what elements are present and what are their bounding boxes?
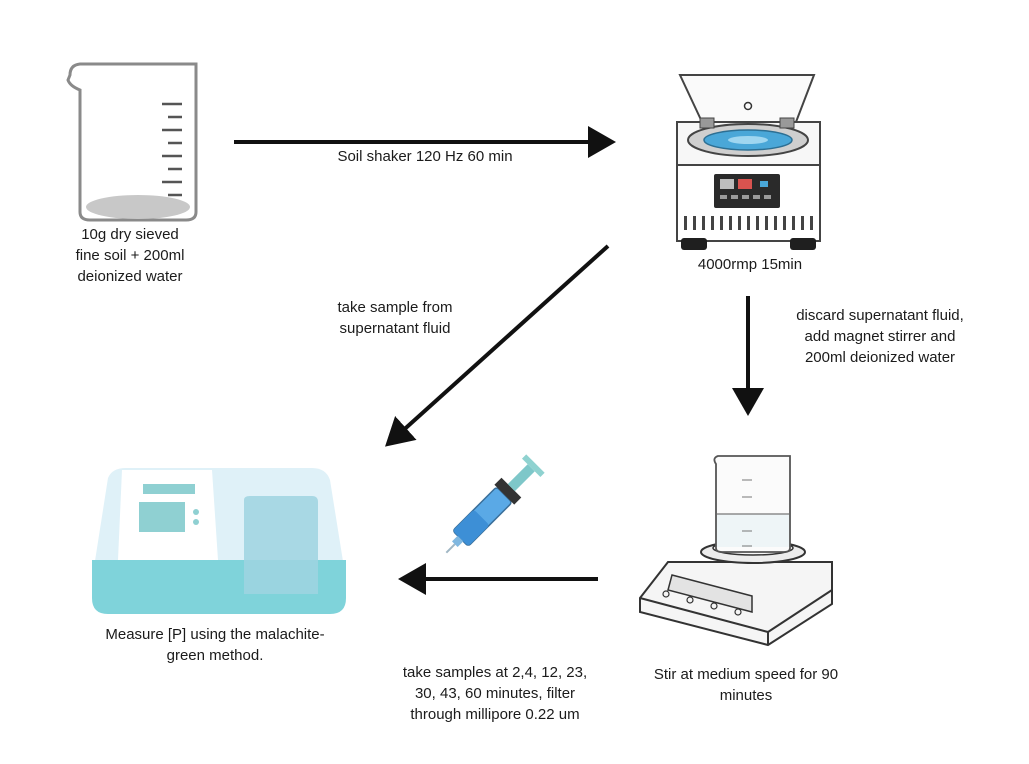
measure-step-label: Measure [P] using the malachite- green m… bbox=[105, 626, 325, 664]
beaker-step-label: 10g dry sieved fine soil + 200ml deioniz… bbox=[75, 226, 185, 285]
timed-samples-label: take samples at 2,4, 12, 23, 30, 43, 60 … bbox=[402, 664, 588, 723]
arrow-centrifuge-to-spectrophotometer bbox=[385, 244, 610, 447]
centrifuge-step-label: 4000rmp 15min bbox=[697, 256, 803, 273]
stir-step-label: Stir at medium speed for 90 minutes bbox=[653, 666, 839, 704]
shaker-step-label: Soil shaker 120 Hz 60 min bbox=[337, 148, 513, 165]
discard-step-label: discard supernatant fluid, add magnet st… bbox=[796, 307, 964, 366]
beaker-icon bbox=[66, 62, 198, 222]
supernatant-sample-label: take sample from supernatant fluid bbox=[337, 299, 453, 337]
centrifuge-icon bbox=[676, 74, 821, 250]
spectrophotometer-icon bbox=[92, 468, 346, 614]
magnetic-stirrer-icon bbox=[639, 455, 833, 647]
syringe-icon bbox=[445, 454, 545, 554]
